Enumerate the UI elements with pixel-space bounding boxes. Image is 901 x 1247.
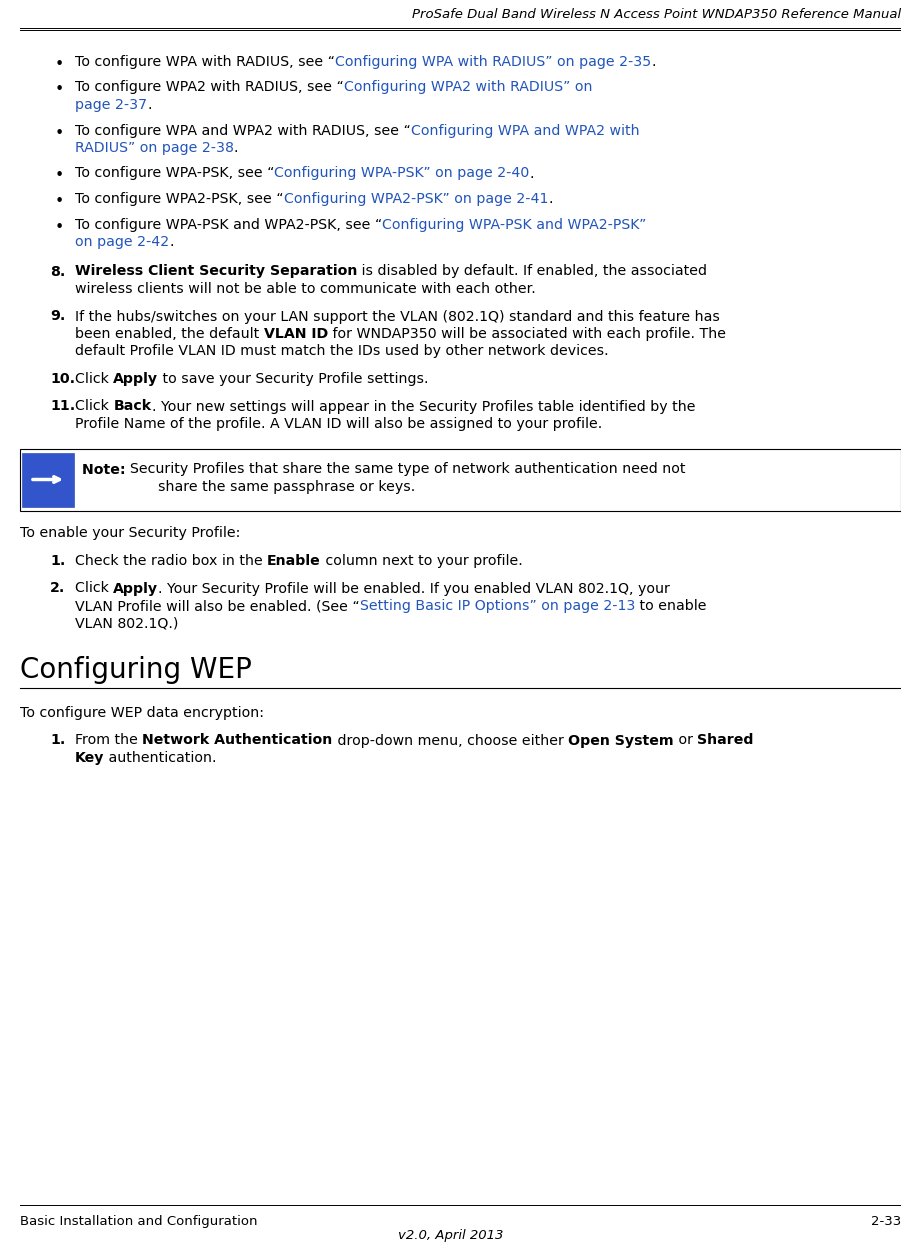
Text: If the hubs/switches on your LAN support the VLAN (802.1Q) standard and this fea: If the hubs/switches on your LAN support… <box>75 309 720 323</box>
Text: Basic Installation and Configuration: Basic Installation and Configuration <box>20 1215 258 1228</box>
Text: on page 2-42: on page 2-42 <box>75 234 169 249</box>
Text: default Profile VLAN ID must match the IDs used by other network devices.: default Profile VLAN ID must match the I… <box>75 344 608 358</box>
Text: 9.: 9. <box>50 309 66 323</box>
Text: . Your new settings will appear in the Security Profiles table identified by the: . Your new settings will appear in the S… <box>151 399 695 414</box>
Text: •: • <box>55 219 64 234</box>
Text: 1.: 1. <box>50 554 66 567</box>
Text: to save your Security Profile settings.: to save your Security Profile settings. <box>159 372 429 387</box>
Text: Note:: Note: <box>82 463 131 476</box>
Text: RADIUS” on page 2-38: RADIUS” on page 2-38 <box>75 141 234 155</box>
Text: •: • <box>55 168 64 183</box>
Text: Click: Click <box>75 581 114 596</box>
Text: wireless clients will not be able to communicate with each other.: wireless clients will not be able to com… <box>75 282 536 296</box>
Text: VLAN 802.1Q.): VLAN 802.1Q.) <box>75 616 178 631</box>
Bar <box>22 453 74 506</box>
Text: Shared: Shared <box>697 733 753 747</box>
Text: is disabled by default. If enabled, the associated: is disabled by default. If enabled, the … <box>358 264 707 278</box>
Text: Profile Name of the profile. A VLAN ID will also be assigned to your profile.: Profile Name of the profile. A VLAN ID w… <box>75 416 602 431</box>
Text: for WNDAP350 will be associated with each profile. The: for WNDAP350 will be associated with eac… <box>328 327 726 340</box>
Text: To configure WPA2 with RADIUS, see “: To configure WPA2 with RADIUS, see “ <box>75 81 344 95</box>
Text: 10.: 10. <box>50 372 75 387</box>
Text: •: • <box>55 126 64 141</box>
Text: Open System: Open System <box>568 733 674 747</box>
Text: VLAN ID: VLAN ID <box>264 327 328 340</box>
Text: Configuring WPA2-PSK” on page 2-41: Configuring WPA2-PSK” on page 2-41 <box>284 192 548 206</box>
Text: .: . <box>169 234 174 249</box>
Text: page 2-37: page 2-37 <box>75 99 147 112</box>
Text: v2.0, April 2013: v2.0, April 2013 <box>398 1230 503 1242</box>
Text: 2.: 2. <box>50 581 66 596</box>
Text: Configuring WPA-PSK” on page 2-40: Configuring WPA-PSK” on page 2-40 <box>275 167 530 181</box>
Text: .: . <box>147 99 151 112</box>
Text: ProSafe Dual Band Wireless N Access Point WNDAP350 Reference Manual: ProSafe Dual Band Wireless N Access Poin… <box>412 7 901 20</box>
Text: Setting Basic IP Options” on page 2-13: Setting Basic IP Options” on page 2-13 <box>359 599 635 614</box>
Text: Key: Key <box>75 751 105 764</box>
Text: 8.: 8. <box>50 264 66 278</box>
Text: •: • <box>55 82 64 97</box>
Text: 1.: 1. <box>50 733 66 747</box>
Text: Configuring WPA2 with RADIUS” on: Configuring WPA2 with RADIUS” on <box>344 81 592 95</box>
Text: To enable your Security Profile:: To enable your Security Profile: <box>20 526 241 540</box>
Text: .: . <box>651 55 656 69</box>
Text: Configuring WPA with RADIUS” on page 2-35: Configuring WPA with RADIUS” on page 2-3… <box>335 55 651 69</box>
Text: •: • <box>55 57 64 72</box>
Text: .: . <box>234 141 239 155</box>
Text: Security Profiles that share the same type of network authentication need not: Security Profiles that share the same ty… <box>131 463 686 476</box>
Text: .: . <box>548 192 552 206</box>
Text: Configuring WPA and WPA2 with: Configuring WPA and WPA2 with <box>411 123 640 137</box>
Text: From the: From the <box>75 733 142 747</box>
Text: Configuring WEP: Configuring WEP <box>20 656 252 685</box>
Text: 2-33: 2-33 <box>870 1215 901 1228</box>
Text: share the same passphrase or keys.: share the same passphrase or keys. <box>158 480 414 494</box>
Text: Check the radio box in the: Check the radio box in the <box>75 554 268 567</box>
Text: column next to your profile.: column next to your profile. <box>321 554 523 567</box>
Text: drop-down menu, choose either: drop-down menu, choose either <box>332 733 568 747</box>
Text: Network Authentication: Network Authentication <box>142 733 332 747</box>
Text: . Your Security Profile will be enabled. If you enabled VLAN 802.1Q, your: . Your Security Profile will be enabled.… <box>159 581 670 596</box>
Bar <box>20 449 901 510</box>
Text: To configure WPA and WPA2 with RADIUS, see “: To configure WPA and WPA2 with RADIUS, s… <box>75 123 411 137</box>
Text: Apply: Apply <box>114 581 159 596</box>
Text: Configuring WPA-PSK and WPA2-PSK”: Configuring WPA-PSK and WPA2-PSK” <box>382 217 647 232</box>
Text: 11.: 11. <box>50 399 76 414</box>
Text: been enabled, the default: been enabled, the default <box>75 327 264 340</box>
Text: Back: Back <box>114 399 151 414</box>
Text: authentication.: authentication. <box>105 751 217 764</box>
Text: Enable: Enable <box>268 554 321 567</box>
Text: •: • <box>55 195 64 209</box>
Text: VLAN Profile will also be enabled. (See “: VLAN Profile will also be enabled. (See … <box>75 599 359 614</box>
Text: To configure WPA-PSK and WPA2-PSK, see “: To configure WPA-PSK and WPA2-PSK, see “ <box>75 217 382 232</box>
Text: to enable: to enable <box>635 599 706 614</box>
Text: To configure WPA with RADIUS, see “: To configure WPA with RADIUS, see “ <box>75 55 335 69</box>
Text: .: . <box>530 167 534 181</box>
Text: Wireless Client Security Separation: Wireless Client Security Separation <box>75 264 358 278</box>
Text: Click: Click <box>75 372 114 387</box>
Text: Apply: Apply <box>114 372 159 387</box>
Text: To configure WEP data encryption:: To configure WEP data encryption: <box>20 706 264 720</box>
Text: Click: Click <box>75 399 114 414</box>
Text: or: or <box>674 733 697 747</box>
Text: To configure WPA-PSK, see “: To configure WPA-PSK, see “ <box>75 167 275 181</box>
Text: To configure WPA2-PSK, see “: To configure WPA2-PSK, see “ <box>75 192 284 206</box>
